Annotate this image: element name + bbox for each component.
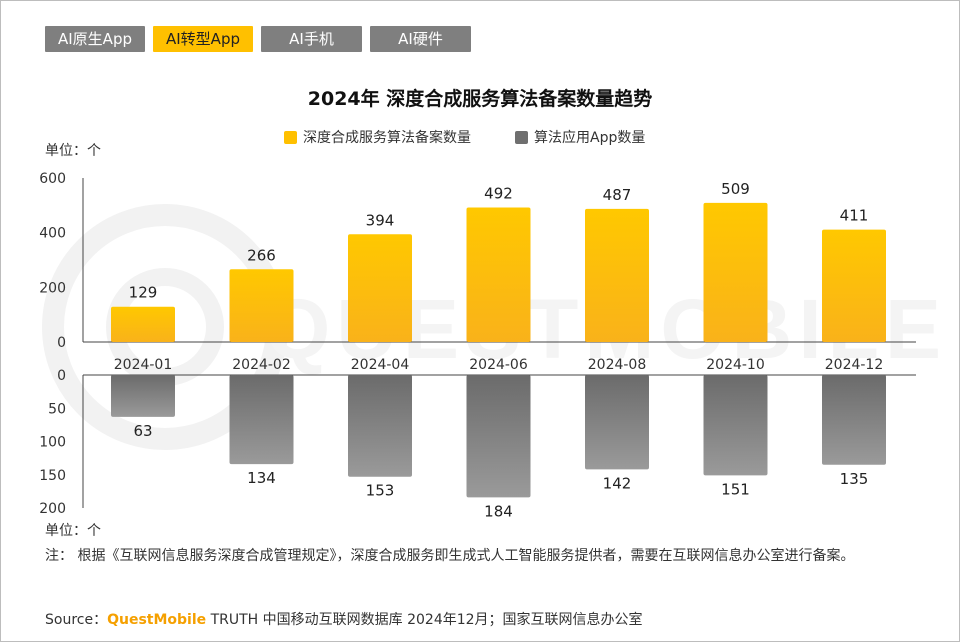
legend-item-filings: 深度合成服务算法备案数量: [284, 127, 471, 147]
y-tick-label-bottom: 150: [39, 468, 66, 484]
source-rest: TRUTH 中国移动互联网数据库 2024年12月；国家互联网信息办公室: [206, 612, 643, 628]
chart-legend: 深度合成服务算法备案数量 算法应用App数量: [284, 127, 645, 147]
bar-filings: [822, 229, 886, 342]
source-prefix: Source：: [45, 612, 108, 628]
data-label-apps: 135: [840, 470, 869, 488]
data-label-apps: 142: [603, 474, 632, 492]
bar-filings: [229, 269, 294, 342]
bar-filings: [466, 207, 531, 342]
bar-filings: [585, 208, 649, 342]
tab-ai-phone[interactable]: AI手机: [261, 26, 362, 52]
bar-apps: [111, 375, 175, 417]
y-tick-label-top: 400: [39, 226, 66, 242]
y-tick-label-bottom: 50: [48, 401, 66, 417]
bar-apps: [585, 375, 649, 470]
category-tabs: AI原生App AI转型App AI手机 AI硬件: [45, 26, 471, 52]
legend-item-apps: 算法应用App数量: [515, 127, 645, 147]
legend-swatch-yellow: [284, 130, 297, 144]
bar-apps: [822, 375, 886, 465]
footnote: 注： 根据《互联网信息服务深度合成管理规定》，深度合成服务即生成式人工智能服务提…: [45, 548, 855, 564]
bar-apps: [348, 375, 412, 477]
x-tick-label: 2024-12: [825, 357, 884, 373]
tab-ai-transformed-app[interactable]: AI转型App: [153, 26, 253, 52]
data-label-apps: 151: [721, 480, 750, 498]
data-label-apps: 63: [133, 422, 152, 440]
chart-title: 2024年 深度合成服务算法备案数量趋势: [307, 88, 653, 110]
x-tick-label: 2024-06: [469, 357, 528, 373]
data-label-apps: 134: [247, 469, 276, 487]
data-label-filings: 266: [247, 246, 276, 264]
x-tick-label: 2024-01: [114, 357, 173, 373]
data-label-filings: 509: [721, 180, 750, 198]
data-label-filings: 492: [484, 185, 513, 203]
y-tick-label-bottom: 0: [57, 368, 66, 384]
legend-label-apps: 算法应用App数量: [534, 130, 646, 146]
x-tick-label: 2024-08: [588, 357, 647, 373]
y-tick-label-top: 0: [57, 335, 66, 351]
x-tick-label: 2024-04: [351, 357, 410, 373]
x-tick-label: 2024-02: [232, 357, 291, 373]
bar-apps: [703, 375, 768, 476]
tab-ai-hardware[interactable]: AI硬件: [370, 26, 471, 52]
data-label-filings: 411: [840, 207, 869, 225]
data-label-filings: 129: [129, 284, 158, 302]
bar-filings: [703, 202, 768, 342]
y-tick-label-top: 600: [39, 171, 66, 187]
y-tick-label-bottom: 100: [39, 435, 66, 451]
source-brand: QuestMobile: [107, 612, 207, 628]
bar-filings: [111, 306, 175, 342]
bar-apps: [466, 375, 531, 498]
legend-swatch-gray: [515, 130, 528, 144]
data-label-filings: 487: [603, 186, 632, 204]
data-label-apps: 184: [484, 502, 513, 520]
y-tick-label-top: 200: [39, 280, 66, 296]
source-line: Source：QuestMobile TRUTH 中国移动互联网数据库 2024…: [45, 609, 643, 629]
y-tick-label-bottom: 200: [39, 501, 66, 517]
data-label-filings: 394: [366, 211, 395, 229]
unit-label-bottom: 单位：个: [45, 523, 101, 539]
bar-filings: [348, 234, 412, 342]
data-label-apps: 153: [366, 482, 395, 500]
x-tick-label: 2024-10: [706, 357, 765, 373]
legend-label-filings: 深度合成服务算法备案数量: [303, 130, 471, 146]
bar-apps: [229, 375, 294, 465]
unit-label-top: 单位：个: [45, 143, 101, 159]
tab-ai-native-app[interactable]: AI原生App: [45, 26, 145, 52]
